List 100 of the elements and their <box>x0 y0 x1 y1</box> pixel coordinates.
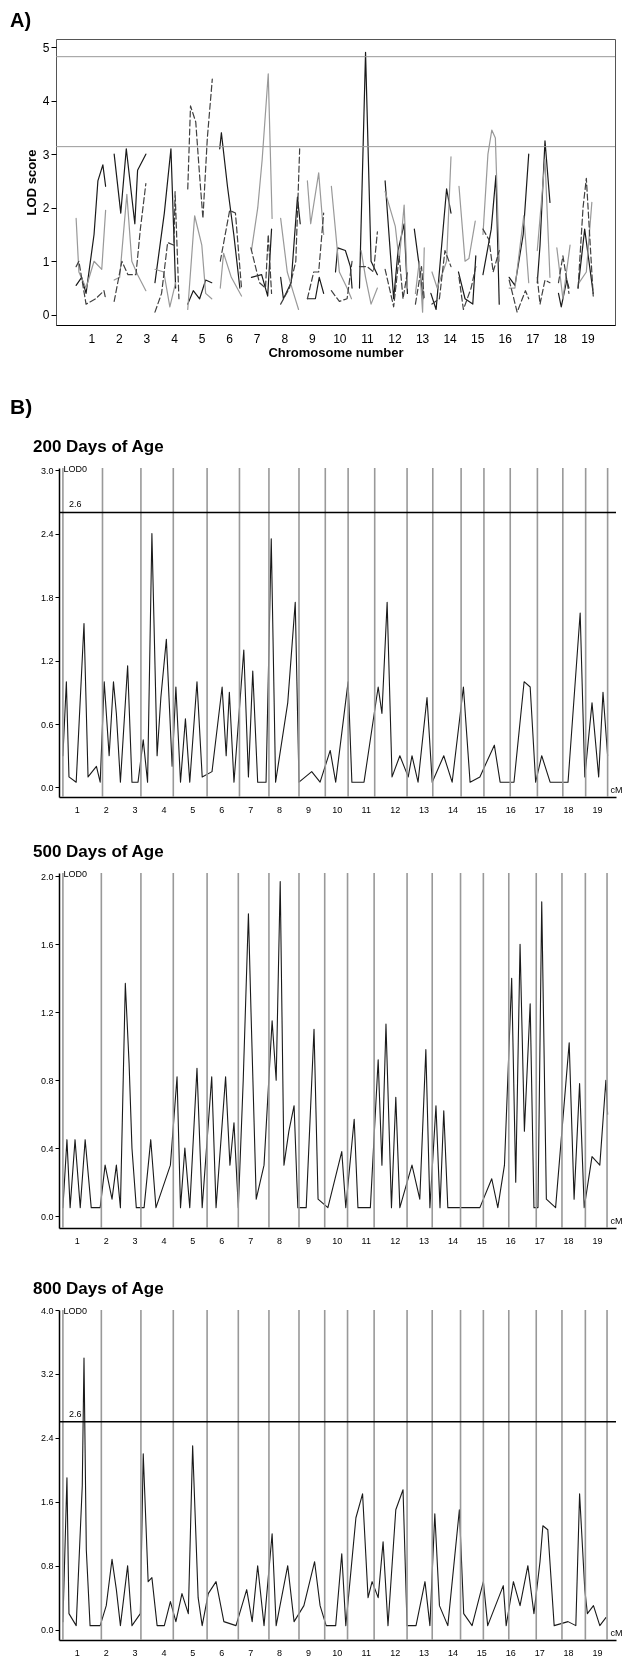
x-tick-label: 14 <box>443 331 458 346</box>
y-axis-title: LOD score <box>23 149 39 216</box>
line-series <box>62 533 609 783</box>
line-series <box>62 880 609 1209</box>
x-tick-label: 17 <box>534 804 545 815</box>
x-tick-label: 3 <box>132 1235 138 1246</box>
chart-title: A) <box>10 9 32 31</box>
y-tick-label: 0.0 <box>40 782 54 793</box>
x-tick-label: 12 <box>390 1647 401 1658</box>
x-tick-label: 6 <box>219 804 225 815</box>
x-tick-label: 9 <box>308 331 316 346</box>
x-tick-label: 1 <box>74 804 80 815</box>
y-tick-label: 1 <box>42 254 50 269</box>
x-tick-label: 19 <box>581 331 595 346</box>
x-tick-label: 9 <box>305 804 311 815</box>
x-axis-title: Chromosome number <box>268 344 404 360</box>
x-tick-label: 14 <box>447 804 458 815</box>
x-tick-label: 18 <box>563 1647 574 1658</box>
x-tick-label: 11 <box>361 1235 371 1246</box>
x-tick-label: 8 <box>277 804 283 815</box>
y-tick-label: 0.0 <box>40 1211 54 1222</box>
y-tick-label: 4 <box>42 94 50 109</box>
x-tick-label: 15 <box>476 1647 487 1658</box>
line-series <box>62 1357 607 1627</box>
x-tick-label: 6 <box>226 331 234 346</box>
x-tick-label: 10 <box>333 331 347 346</box>
x-tick-label: 14 <box>447 1235 458 1246</box>
x-tick-label: 5 <box>190 1235 196 1246</box>
x-tick-label: 9 <box>305 1647 311 1658</box>
x-tick-label: 13 <box>419 804 430 815</box>
x-tick-label: 4 <box>161 1647 167 1658</box>
x-tick-label: 14 <box>447 1647 458 1658</box>
x-tick-label: 16 <box>498 331 513 346</box>
x-tick-label: 15 <box>476 804 487 815</box>
x-tick-label: 4 <box>161 804 167 815</box>
x-tick-label: 1 <box>88 331 96 346</box>
x-tick-label: 15 <box>471 331 485 346</box>
x-tick-label: 6 <box>219 1235 225 1246</box>
x-tick-label: 5 <box>190 1647 196 1658</box>
x-tick-label: 17 <box>534 1647 545 1658</box>
x-tick-label: 19 <box>592 804 603 815</box>
x-tick-label: 6 <box>219 1647 225 1658</box>
y-tick-label: 1.2 <box>40 1007 54 1018</box>
ref-line-label: 2.6 <box>69 1408 82 1419</box>
x-tick-label: 5 <box>198 331 206 346</box>
y-tick-label: 2.4 <box>40 1433 54 1444</box>
x-axis-title: cM <box>610 784 623 795</box>
x-tick-label: 8 <box>281 331 289 346</box>
y-axis-title: LOD0 <box>63 868 88 879</box>
y-tick-label: 2 <box>42 201 50 216</box>
x-tick-label: 3 <box>143 331 151 346</box>
y-tick-label: 5 <box>42 40 50 55</box>
x-tick-label: 9 <box>305 1235 311 1246</box>
chart-title: 800 Days of Age <box>33 1279 164 1298</box>
x-tick-label: 12 <box>390 1235 401 1246</box>
x-tick-label: 3 <box>132 804 138 815</box>
y-axis-title: LOD0 <box>63 463 88 474</box>
x-tick-label: 19 <box>592 1647 603 1658</box>
x-tick-label: 3 <box>132 1647 138 1658</box>
x-tick-label: 11 <box>361 804 371 815</box>
x-tick-label: 16 <box>505 804 516 815</box>
y-tick-label: 4.0 <box>40 1305 54 1316</box>
x-tick-label: 10 <box>332 804 343 815</box>
x-tick-label: 8 <box>277 1235 283 1246</box>
x-tick-label: 16 <box>505 1647 516 1658</box>
y-tick-label: 2.4 <box>40 529 54 540</box>
chart-title: 200 Days of Age <box>33 437 164 456</box>
x-tick-label: 7 <box>248 1647 254 1658</box>
y-tick-label: 0.8 <box>40 1561 54 1572</box>
chart-title: 500 Days of Age <box>33 842 164 861</box>
y-tick-label: 0.0 <box>40 1625 54 1636</box>
text: B) <box>10 395 33 419</box>
y-tick-label: 1.6 <box>40 1497 54 1508</box>
x-tick-label: 8 <box>277 1647 283 1658</box>
y-tick-label: 0.6 <box>40 719 54 730</box>
y-tick-label: 3.2 <box>40 1369 54 1380</box>
x-tick-label: 7 <box>248 1235 254 1246</box>
x-axis-title: cM <box>610 1215 623 1226</box>
x-tick-label: 2 <box>103 1235 109 1246</box>
x-tick-label: 10 <box>332 1235 343 1246</box>
y-tick-label: 3.0 <box>40 465 54 476</box>
x-tick-label: 16 <box>505 1235 516 1246</box>
x-tick-label: 4 <box>171 331 179 346</box>
y-tick-label: 0 <box>42 308 50 323</box>
x-tick-label: 17 <box>526 331 540 346</box>
x-tick-label: 18 <box>563 1235 574 1246</box>
x-tick-label: 2 <box>116 331 123 346</box>
y-tick-label: 0.8 <box>40 1075 54 1086</box>
y-tick-label: 1.8 <box>40 592 54 603</box>
x-tick-label: 4 <box>161 1235 167 1246</box>
x-tick-label: 13 <box>419 1647 430 1658</box>
x-tick-label: 15 <box>476 1235 487 1246</box>
x-tick-label: 12 <box>388 331 402 346</box>
x-tick-label: 12 <box>390 804 401 815</box>
y-tick-label: 3 <box>42 147 50 162</box>
x-tick-label: 18 <box>553 331 568 346</box>
x-tick-label: 7 <box>248 804 254 815</box>
y-tick-label: 2.0 <box>40 871 54 882</box>
x-axis-title: cM <box>610 1627 623 1638</box>
ref-line-label: 2.6 <box>69 499 82 510</box>
